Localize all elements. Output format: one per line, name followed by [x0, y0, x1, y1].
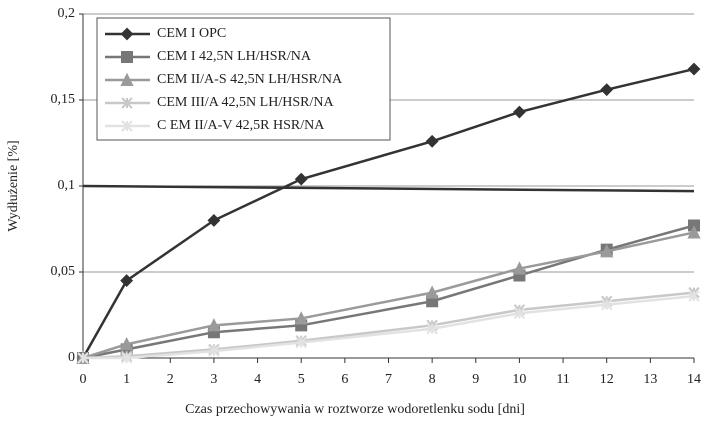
series-line: [82, 291, 695, 360]
legend-label: CEM II/A-S 42,5N LH/HSR/NA: [157, 72, 343, 87]
y-tick-label: 0,05: [51, 264, 76, 279]
x-tick-label: 1: [123, 372, 130, 387]
y-tick-label: 0: [68, 350, 75, 365]
point: [207, 213, 221, 227]
y-axis-label: Wydłużenie [%]: [6, 140, 21, 231]
x-axis-label: Czas przechowywania w roztworze wodoretl…: [185, 402, 525, 417]
legend-marker: [121, 97, 133, 109]
point: [207, 318, 221, 332]
x-tick-label: 6: [341, 372, 348, 387]
x-tick-label: 14: [687, 372, 701, 387]
reference-line: [82, 184, 695, 193]
point: [687, 62, 701, 76]
x-tick-label: 2: [167, 372, 174, 387]
point: [294, 172, 308, 186]
point: [77, 352, 89, 364]
x-tick-label: 13: [643, 372, 657, 387]
x-tick-label: 5: [298, 372, 305, 387]
point: [513, 307, 526, 319]
point: [425, 285, 439, 299]
x-tick-label: 10: [512, 372, 526, 387]
x-tick-label: 0: [80, 372, 87, 387]
x-tick-label: 3: [210, 372, 217, 387]
x-tick-label: 9: [472, 372, 479, 387]
x-tick-label: 8: [429, 372, 436, 387]
point: [120, 274, 134, 288]
legend-label: CEM III/A 42,5N LH/HSR/NA: [157, 95, 334, 110]
point: [295, 336, 307, 349]
legend-marker: [120, 27, 134, 41]
legend-label: CEM I OPC: [157, 26, 226, 41]
series-line: [83, 294, 695, 360]
point: [600, 244, 614, 258]
y-tick-label: 0,15: [51, 92, 76, 107]
legend-marker: [121, 51, 133, 63]
legend-marker: [120, 72, 134, 86]
point: [425, 134, 439, 148]
series-line: [81, 67, 695, 359]
point: [426, 323, 438, 335]
legend-label: C EM II/A-V 42,5R HSR/NA: [157, 118, 325, 133]
point: [601, 298, 613, 311]
point: [208, 345, 220, 357]
x-tick-label: 12: [600, 372, 614, 387]
point: [513, 105, 526, 119]
y-tick-label: 0,2: [58, 6, 76, 21]
x-tick-label: 11: [556, 372, 569, 387]
point: [687, 225, 701, 239]
x-tick-label: 7: [385, 372, 392, 387]
x-tick-label: 4: [254, 372, 261, 387]
point: [120, 352, 133, 364]
point: [512, 261, 527, 275]
y-tick-label: 0,1: [58, 178, 76, 193]
series-line: [82, 231, 695, 360]
point: [294, 311, 308, 325]
point: [600, 83, 614, 97]
legend-label: CEM I 42,5N LH/HSR/NA: [157, 49, 312, 64]
point: [120, 337, 134, 351]
legend-marker: [121, 120, 133, 132]
point: [688, 290, 700, 302]
